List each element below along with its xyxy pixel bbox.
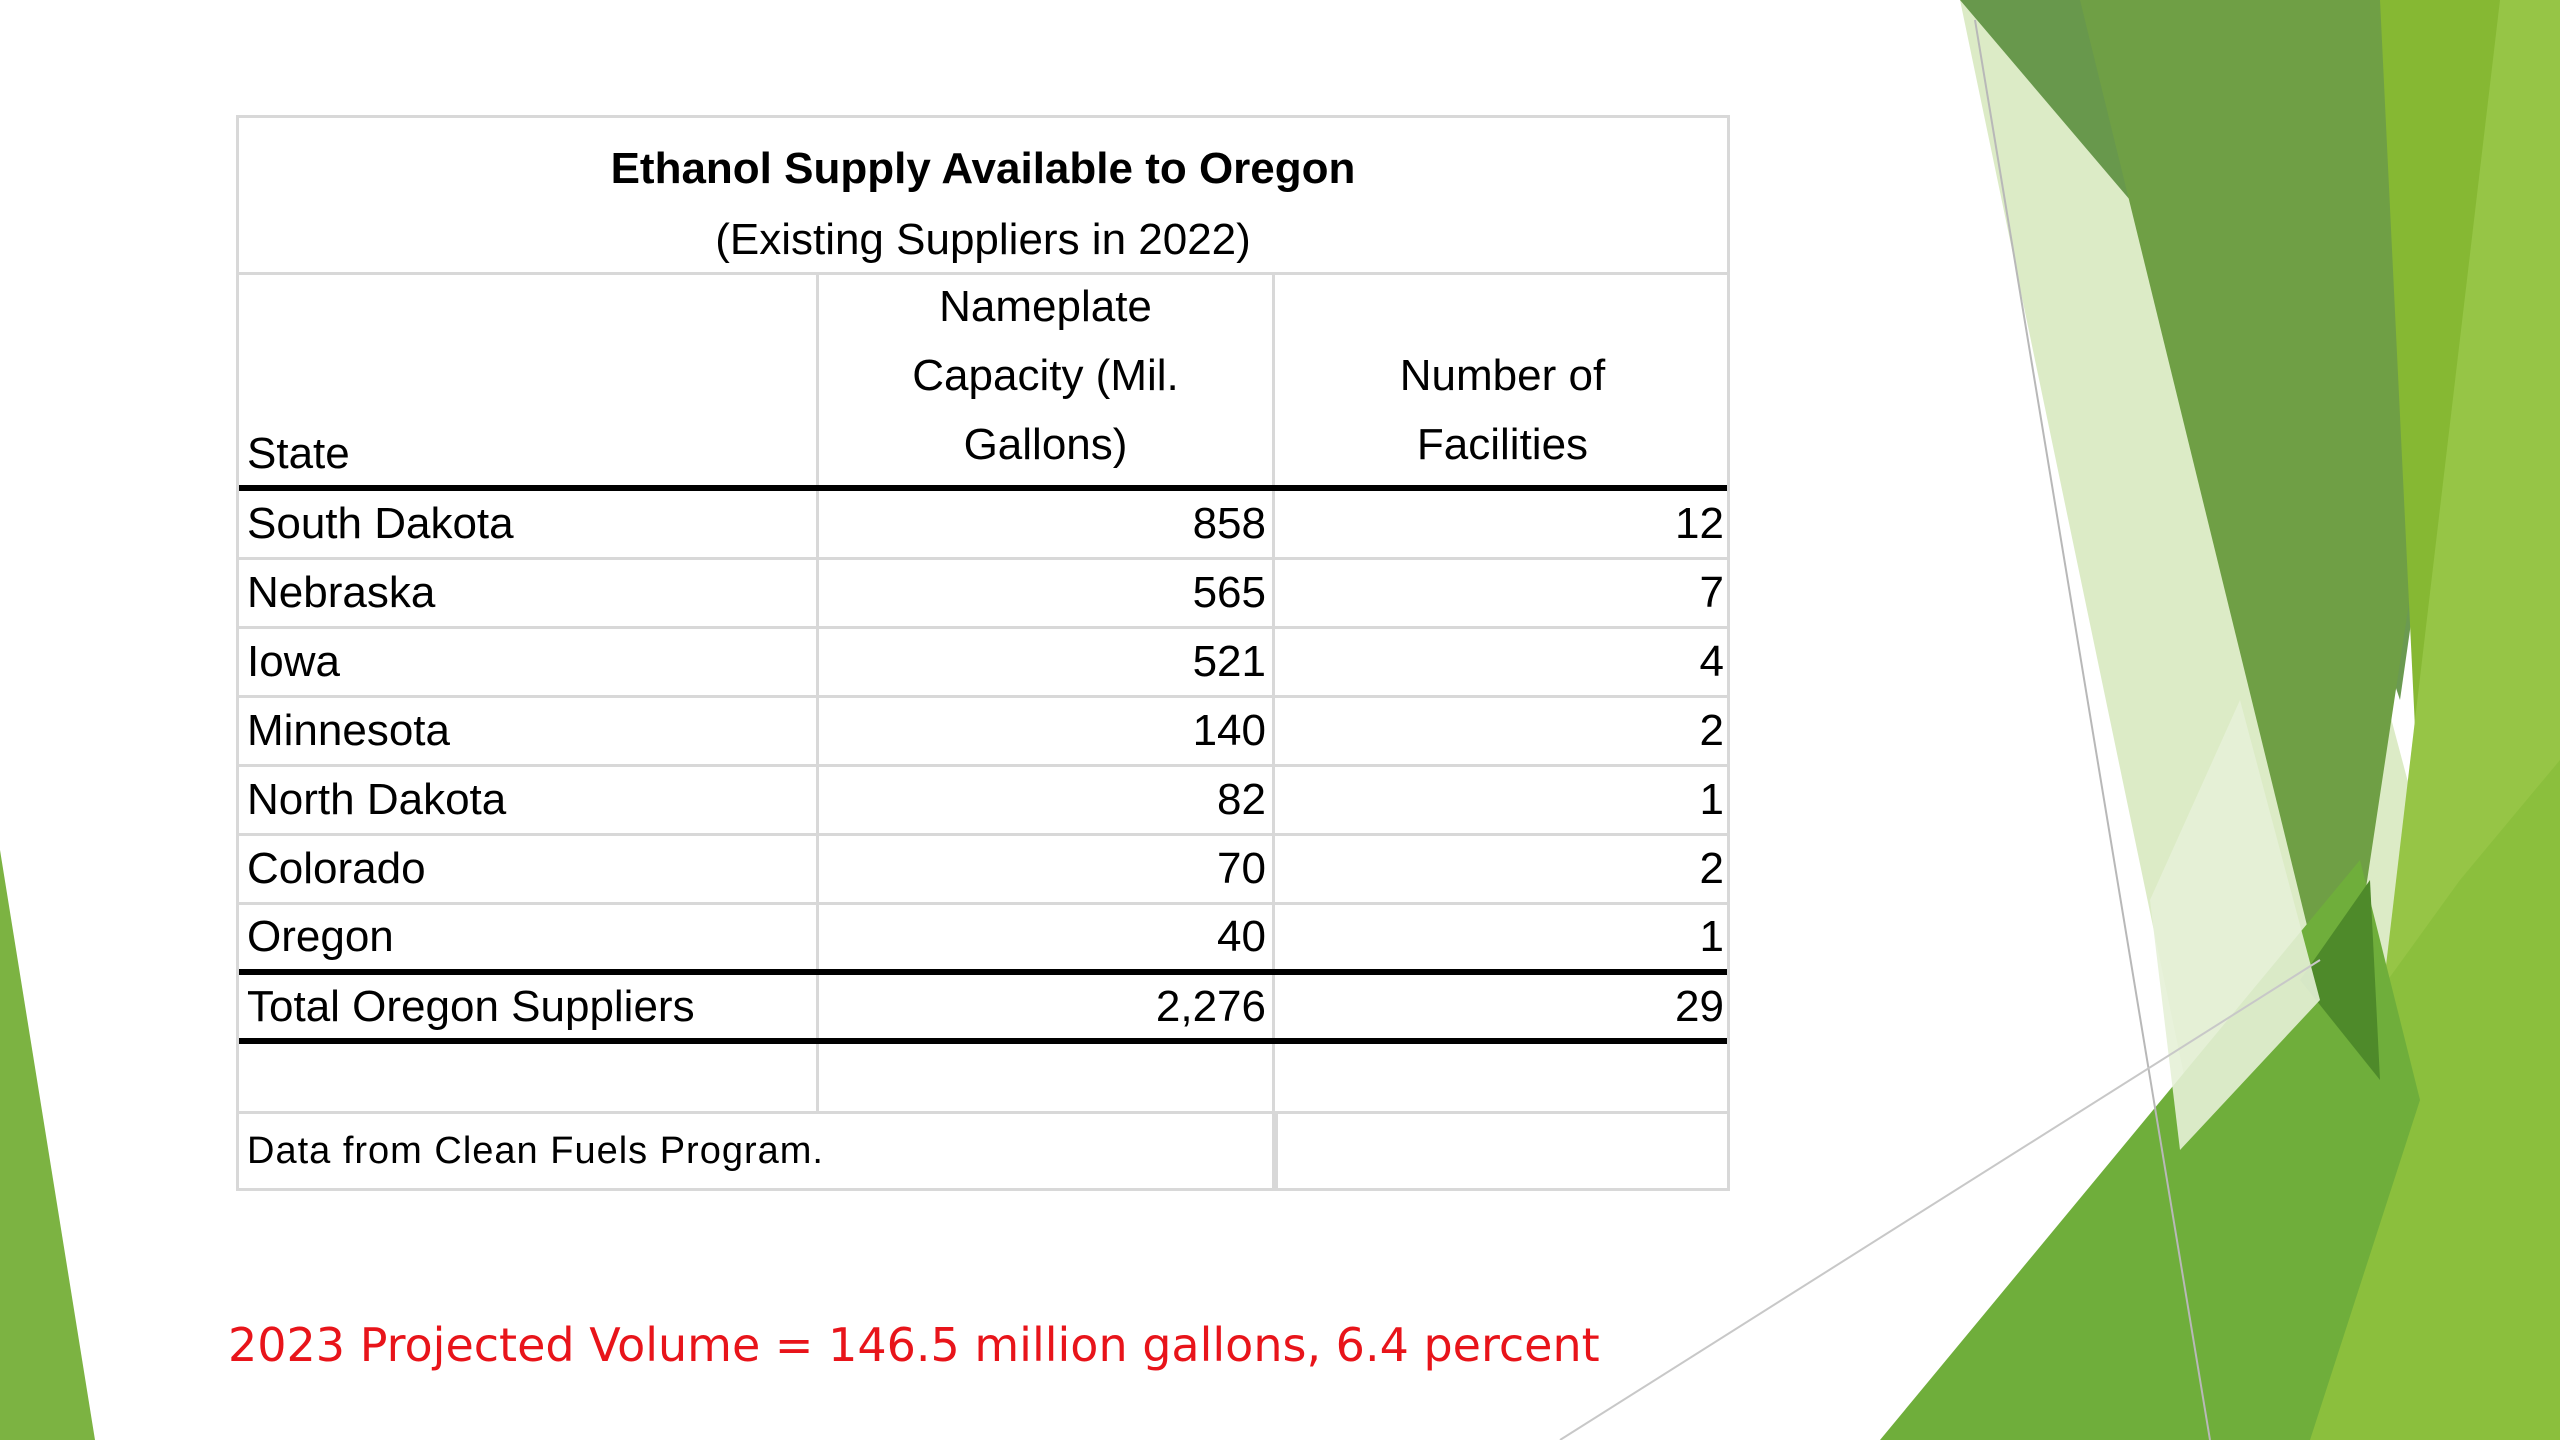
state-cell: Iowa	[239, 629, 819, 695]
capacity-cell: 70	[819, 836, 1275, 902]
header-facilities-line2: Facilities	[1416, 420, 1589, 469]
bottom-facet-deep	[2300, 880, 2380, 1080]
capacity-cell: 565	[819, 560, 1275, 626]
note-row: Data from Clean Fuels Program.	[239, 1114, 1727, 1188]
header-state: State	[239, 275, 819, 485]
facilities-cell: 2	[1699, 844, 1724, 893]
state-cell: Oregon	[239, 905, 819, 969]
facilities-cell: 1	[1699, 912, 1724, 961]
table-header-row: State Nameplate Capacity (Mil. Gallons) …	[239, 275, 1727, 491]
projection-note: 2023 Projected Volume = 146.5 million ga…	[228, 1318, 1600, 1372]
bottom-facet-pale	[2150, 700, 2320, 1150]
total-facilities: 29	[1675, 981, 1724, 1031]
header-capacity-line2: Capacity (Mil.	[912, 351, 1179, 400]
header-capacity-line3: Gallons)	[963, 420, 1128, 469]
total-label: Total Oregon Suppliers	[239, 975, 819, 1038]
facilities-cell: 4	[1699, 637, 1724, 686]
capacity-cell: 858	[819, 491, 1275, 557]
capacity-cell: 40	[819, 905, 1275, 969]
source-note: Data from Clean Fuels Program.	[239, 1114, 1275, 1188]
table-title: Ethanol Supply Available to Oregon	[610, 144, 1356, 193]
facilities-cell: 1	[1699, 775, 1724, 824]
table-row: Colorado 70 2	[239, 836, 1727, 905]
table-row: Oregon 40 1	[239, 905, 1727, 975]
table-title-block: Ethanol Supply Available to Oregon (Exis…	[239, 118, 1727, 275]
capacity-cell: 82	[819, 767, 1275, 833]
empty-cell	[239, 1044, 819, 1111]
table-row: South Dakota 858 12	[239, 491, 1727, 560]
table-row: Nebraska 565 7	[239, 560, 1727, 629]
header-capacity: Nameplate Capacity (Mil. Gallons)	[819, 275, 1275, 485]
state-cell: Nebraska	[239, 560, 819, 626]
table-row: North Dakota 82 1	[239, 767, 1727, 836]
thin-line-1	[1974, 19, 2211, 1440]
state-cell: South Dakota	[239, 491, 819, 557]
left-green-sliver	[0, 850, 95, 1440]
header-facilities: Number of Facilities	[1275, 275, 1730, 485]
thin-line-2	[1559, 959, 2321, 1440]
facilities-cell: 12	[1675, 499, 1724, 548]
empty-cell	[1275, 1044, 1730, 1111]
empty-row	[239, 1044, 1727, 1114]
facilities-cell: 2	[1699, 706, 1724, 755]
state-cell: Colorado	[239, 836, 819, 902]
state-cell: North Dakota	[239, 767, 819, 833]
state-cell: Minnesota	[239, 698, 819, 764]
total-capacity: 2,276	[819, 975, 1275, 1038]
facilities-cell: 7	[1699, 568, 1724, 617]
ethanol-supply-table: Ethanol Supply Available to Oregon (Exis…	[236, 115, 1730, 1191]
empty-cell	[819, 1044, 1275, 1111]
table-row: Iowa 521 4	[239, 629, 1727, 698]
header-capacity-line1: Nameplate	[939, 282, 1152, 331]
table-row: Minnesota 140 2	[239, 698, 1727, 767]
empty-cell	[1275, 1114, 1730, 1188]
header-facilities-line1: Number of	[1399, 351, 1606, 400]
total-row: Total Oregon Suppliers 2,276 29	[239, 975, 1727, 1044]
capacity-cell: 140	[819, 698, 1275, 764]
capacity-cell: 521	[819, 629, 1275, 695]
table-subtitle: (Existing Suppliers in 2022)	[715, 215, 1251, 264]
